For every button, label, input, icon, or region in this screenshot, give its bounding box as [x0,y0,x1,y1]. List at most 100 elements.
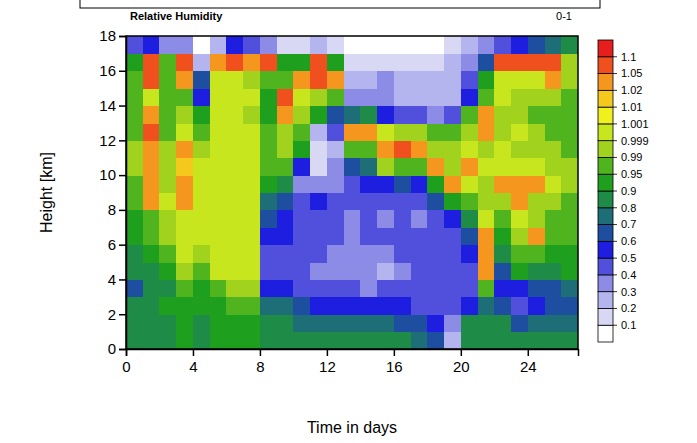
cell [427,332,444,349]
y-tick-mark [119,71,126,73]
cell [360,106,377,124]
cell [545,227,562,245]
cell [277,193,294,211]
colorbar-tick [613,107,617,108]
cell [377,106,394,124]
cell [394,53,411,71]
colorbar-box [598,308,613,325]
colorbar-box [598,258,613,275]
cell [545,332,562,349]
y-tick-label: 6 [108,236,116,253]
cell [226,106,243,124]
cell [126,210,143,228]
cell [377,227,394,245]
cell [360,175,377,193]
cell [243,106,260,124]
cell [461,88,478,106]
cell [310,279,327,297]
cell [327,88,344,106]
y-tick: 6 [108,236,126,253]
cell [327,297,344,315]
cell [226,332,243,349]
colorbar-tick [613,56,617,57]
cell [293,262,310,280]
cell [327,227,344,245]
cell [344,53,361,71]
cell [293,279,310,297]
cell [176,332,193,349]
cell [360,53,377,71]
cell [243,175,260,193]
cell [394,36,411,54]
cell [561,140,578,158]
cell [260,279,277,297]
cell [494,53,511,71]
cell [143,227,160,245]
cell [260,53,277,71]
cell [411,210,428,228]
cell [444,71,461,89]
cell [545,175,562,193]
cell [444,36,461,54]
cell [360,140,377,158]
cell [545,314,562,332]
cell [277,53,294,71]
x-tick-label: 24 [520,358,537,375]
cell [176,36,193,54]
cell [411,158,428,176]
cell [494,140,511,158]
cell [427,193,444,211]
cell [494,245,511,263]
cell [159,245,176,263]
colorbar-tick [613,207,617,208]
cell [260,71,277,89]
cell [528,262,545,280]
cell [176,106,193,124]
x-tick: 20 [453,349,470,375]
cell [411,175,428,193]
cell [528,140,545,158]
y-tick-mark [119,105,126,107]
cell [561,53,578,71]
plot-frame [126,36,578,349]
cell [126,36,143,54]
cell [444,245,461,263]
cell [344,245,361,263]
cell [528,123,545,141]
cell [293,297,310,315]
cell [210,88,227,106]
cell [277,210,294,228]
cell [427,123,444,141]
cell [511,332,528,349]
cell [427,53,444,71]
cell [478,262,495,280]
cell [394,158,411,176]
colorbar-label: 0.5 [621,252,636,264]
cell [561,158,578,176]
cell [394,227,411,245]
cell [411,106,428,124]
cell [293,332,310,349]
colorbar-tick [613,174,617,175]
cell [327,175,344,193]
cell [243,279,260,297]
cell [377,193,394,211]
cell [360,332,377,349]
x-tick-mark [394,349,396,356]
cell [210,36,227,54]
cell [427,158,444,176]
colorbar-tick [613,73,617,74]
cell [126,193,143,211]
cell [193,71,210,89]
cell [478,193,495,211]
x-tick: 16 [386,349,403,375]
cell [327,71,344,89]
cell [126,279,143,297]
cell [143,175,160,193]
cell [511,262,528,280]
cell [461,53,478,71]
cell [293,175,310,193]
cell [494,279,511,297]
cell [511,36,528,54]
y-tick-mark [119,175,126,177]
